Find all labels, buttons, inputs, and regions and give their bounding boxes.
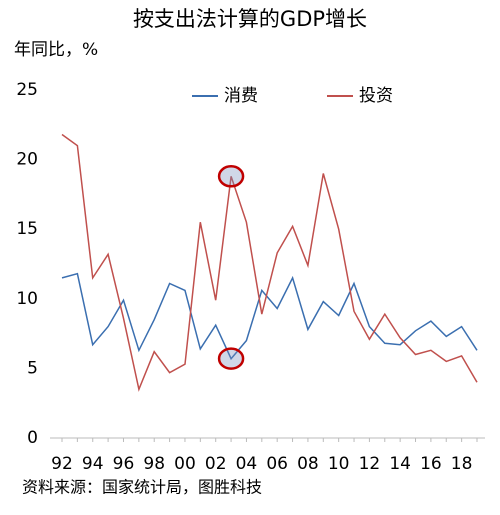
x-tick-label: 94 [82, 454, 104, 474]
x-tick-label: 12 [359, 454, 381, 474]
series-line [61, 272, 478, 361]
series-line [61, 133, 478, 392]
x-tick-label: 04 [236, 454, 258, 474]
x-tick-label: 06 [266, 454, 288, 474]
y-tick-label: 25 [16, 80, 38, 100]
legend-label: 消费 [224, 86, 258, 106]
x-tick-label: 14 [389, 454, 411, 474]
source-note: 资料来源：国家统计局，图胜科技 [22, 478, 262, 497]
x-tick-label: 10 [328, 454, 350, 474]
highlight-circle [217, 347, 245, 370]
x-tick-label: 02 [205, 454, 227, 474]
y-tick-label: 10 [16, 289, 38, 309]
chart-title: 按支出法计算的GDP增长 [133, 7, 367, 31]
y-tick-label: 15 [16, 219, 38, 239]
x-tick-label: 08 [297, 454, 319, 474]
y-tick-label: 20 [16, 150, 38, 170]
legend-label: 投资 [359, 86, 393, 106]
y-axis-label: 年同比，% [14, 40, 98, 60]
x-tick-label: 18 [451, 454, 473, 474]
y-tick-label: 5 [27, 358, 38, 378]
highlight-circle [217, 165, 245, 188]
x-tick-label: 00 [174, 454, 196, 474]
x-tick-label: 16 [420, 454, 442, 474]
x-tick-label: 98 [143, 454, 165, 474]
y-tick-label: 0 [27, 428, 38, 448]
x-tick-label: 92 [51, 454, 73, 474]
x-tick-label: 96 [113, 454, 135, 474]
